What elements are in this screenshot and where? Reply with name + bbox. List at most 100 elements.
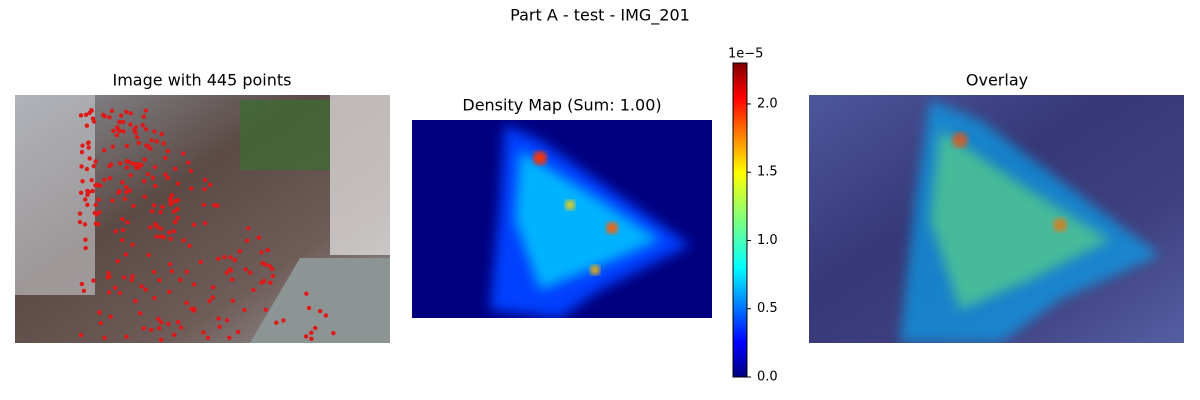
point bbox=[210, 295, 216, 300]
point bbox=[186, 160, 191, 165]
point bbox=[83, 237, 88, 242]
point bbox=[130, 242, 135, 247]
point bbox=[127, 188, 132, 193]
point bbox=[124, 190, 129, 195]
point bbox=[120, 227, 126, 233]
point bbox=[98, 320, 103, 326]
point bbox=[116, 127, 121, 133]
point bbox=[77, 219, 83, 225]
point bbox=[122, 196, 128, 202]
point bbox=[128, 122, 133, 127]
point bbox=[232, 257, 238, 263]
colorbar bbox=[732, 62, 748, 378]
panel-title: Density Map (Sum: 1.00) bbox=[462, 96, 661, 115]
point bbox=[212, 203, 217, 208]
point bbox=[108, 314, 113, 319]
point bbox=[83, 245, 88, 251]
point bbox=[117, 188, 122, 194]
point bbox=[187, 243, 192, 248]
point bbox=[166, 321, 171, 327]
point bbox=[211, 285, 216, 290]
point bbox=[117, 119, 122, 125]
point bbox=[135, 135, 140, 140]
point bbox=[172, 219, 178, 225]
point bbox=[124, 109, 129, 114]
point bbox=[118, 161, 123, 166]
point bbox=[175, 181, 181, 186]
point bbox=[158, 319, 164, 325]
point bbox=[237, 249, 242, 254]
point bbox=[79, 281, 85, 287]
point bbox=[281, 318, 286, 323]
point bbox=[181, 238, 186, 243]
point bbox=[121, 129, 126, 134]
point bbox=[128, 111, 133, 116]
point bbox=[259, 280, 264, 285]
point bbox=[263, 307, 268, 313]
point bbox=[227, 335, 232, 340]
point bbox=[85, 188, 90, 194]
point bbox=[227, 267, 233, 272]
point bbox=[270, 273, 275, 279]
point bbox=[124, 334, 129, 339]
point bbox=[265, 247, 270, 253]
point bbox=[107, 175, 113, 181]
point bbox=[205, 335, 211, 341]
colorbar-offset: 1e−5 bbox=[728, 47, 763, 62]
point bbox=[106, 270, 111, 276]
tick-label: 0.0 bbox=[757, 370, 778, 385]
point bbox=[143, 287, 148, 292]
point bbox=[93, 202, 98, 208]
point bbox=[184, 269, 189, 274]
point bbox=[157, 326, 162, 331]
point bbox=[133, 130, 138, 136]
tick-label: 1.5 bbox=[757, 165, 778, 180]
point bbox=[122, 275, 127, 280]
point bbox=[101, 148, 107, 153]
point bbox=[141, 178, 147, 184]
point bbox=[168, 236, 173, 242]
point bbox=[152, 129, 157, 134]
point bbox=[274, 320, 279, 325]
point bbox=[166, 230, 172, 235]
point bbox=[139, 284, 144, 289]
point bbox=[256, 235, 262, 240]
point bbox=[201, 202, 207, 207]
point bbox=[176, 319, 181, 325]
point bbox=[81, 288, 87, 294]
point bbox=[102, 114, 107, 119]
point bbox=[158, 209, 164, 215]
point bbox=[269, 266, 275, 272]
tick-label: 0.5 bbox=[757, 301, 778, 316]
point bbox=[216, 316, 221, 321]
point bbox=[177, 277, 183, 283]
point bbox=[149, 327, 154, 333]
point bbox=[143, 108, 149, 113]
point bbox=[85, 140, 91, 146]
point bbox=[268, 280, 273, 285]
point bbox=[259, 250, 264, 255]
point bbox=[91, 278, 96, 283]
crowd-image bbox=[15, 95, 390, 343]
point bbox=[243, 267, 248, 272]
point bbox=[85, 192, 90, 198]
point bbox=[198, 259, 203, 265]
point bbox=[201, 330, 206, 335]
point bbox=[202, 177, 208, 183]
point bbox=[84, 123, 90, 128]
point bbox=[79, 164, 84, 169]
point bbox=[191, 222, 197, 227]
panel-title: Image with 445 points bbox=[113, 71, 292, 90]
point bbox=[90, 188, 95, 194]
overlay-image bbox=[809, 95, 1184, 343]
density-map bbox=[412, 120, 712, 318]
point bbox=[107, 115, 112, 120]
point bbox=[93, 221, 99, 226]
point bbox=[235, 329, 241, 335]
point bbox=[151, 203, 157, 208]
point bbox=[152, 295, 157, 301]
point bbox=[323, 313, 329, 318]
point bbox=[115, 259, 120, 264]
point bbox=[191, 282, 197, 287]
